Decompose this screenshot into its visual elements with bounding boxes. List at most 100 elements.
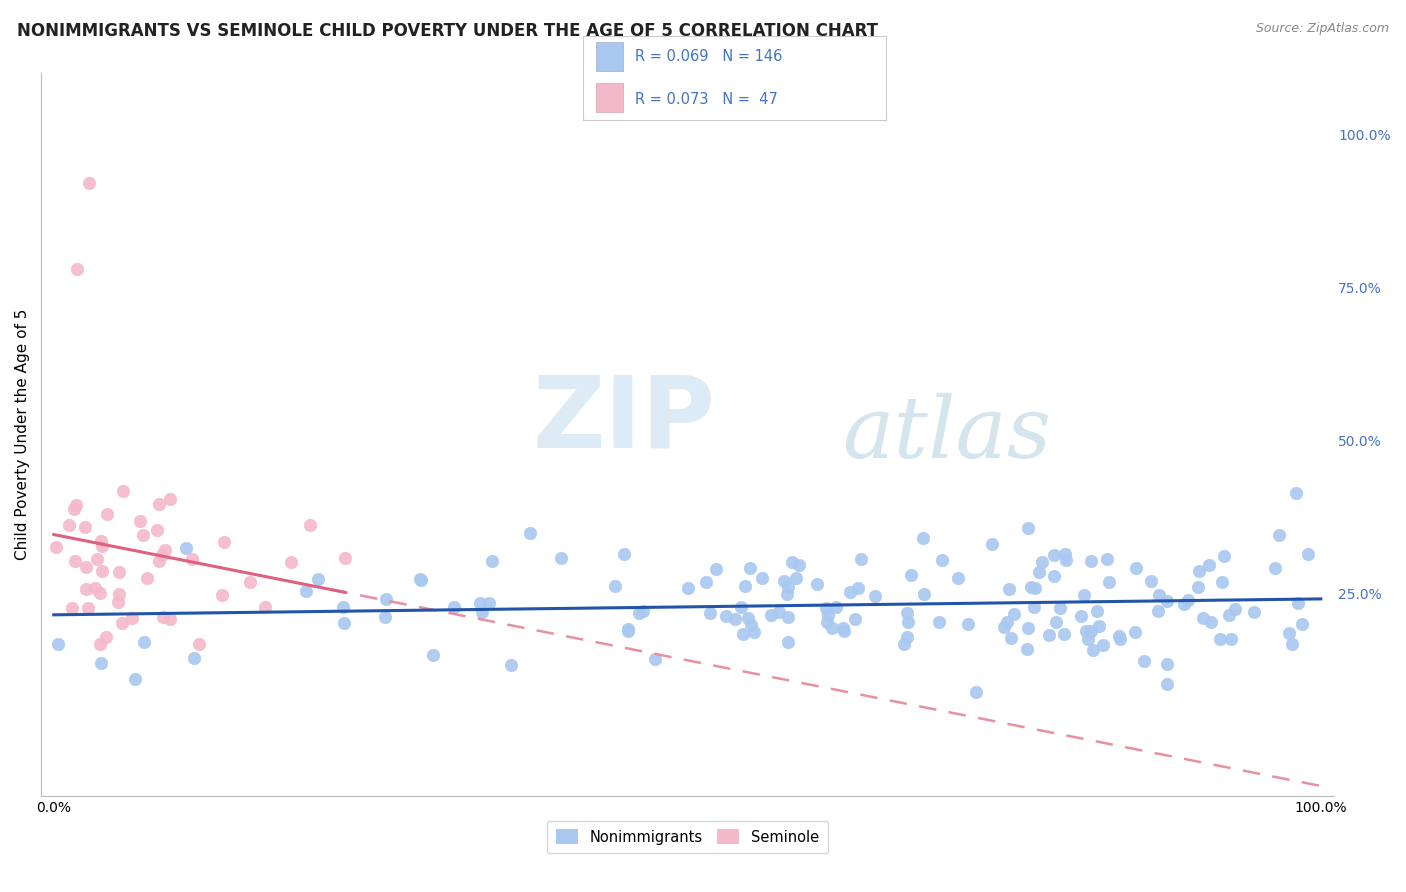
- Point: [751, 571, 773, 585]
- Point: [616, 624, 638, 638]
- Legend: Nonimmigrants, Seminole: Nonimmigrants, Seminole: [547, 821, 828, 854]
- Point: [89, 586, 111, 600]
- Point: [1042, 548, 1064, 562]
- Point: [613, 547, 636, 561]
- Point: [280, 554, 302, 568]
- Point: [1191, 611, 1213, 625]
- Point: [58, 517, 80, 532]
- Point: [931, 553, 953, 567]
- Point: [1108, 632, 1130, 646]
- Point: [1156, 677, 1178, 691]
- Point: [409, 572, 432, 586]
- Point: [111, 615, 134, 630]
- Point: [501, 657, 523, 672]
- Point: [96, 508, 118, 522]
- Point: [1000, 632, 1022, 646]
- Point: [1284, 485, 1306, 500]
- Point: [1220, 632, 1243, 646]
- Point: [981, 536, 1004, 550]
- Point: [946, 571, 969, 585]
- Point: [86, 552, 108, 566]
- Point: [1081, 643, 1104, 657]
- Point: [699, 606, 721, 620]
- Point: [896, 606, 918, 620]
- Point: [211, 588, 233, 602]
- Point: [46, 637, 69, 651]
- Point: [159, 491, 181, 506]
- Point: [695, 575, 717, 590]
- Point: [90, 657, 112, 671]
- Point: [65, 498, 87, 512]
- Point: [787, 558, 810, 572]
- Point: [846, 581, 869, 595]
- Point: [332, 600, 354, 615]
- Point: [89, 637, 111, 651]
- Point: [76, 601, 98, 615]
- Point: [821, 621, 844, 635]
- Point: [1213, 549, 1236, 563]
- Point: [136, 571, 159, 585]
- Text: R = 0.069   N = 146: R = 0.069 N = 146: [636, 49, 782, 64]
- Point: [740, 617, 762, 632]
- Point: [307, 572, 329, 586]
- Point: [1024, 582, 1046, 596]
- Point: [1188, 564, 1211, 578]
- Point: [1097, 575, 1119, 590]
- Point: [704, 562, 727, 576]
- Point: [730, 599, 752, 614]
- Point: [443, 599, 465, 614]
- Point: [644, 652, 666, 666]
- Point: [174, 541, 197, 555]
- Point: [815, 615, 838, 629]
- Point: [839, 585, 862, 599]
- Point: [1017, 521, 1039, 535]
- Point: [1291, 617, 1313, 632]
- Point: [1156, 657, 1178, 672]
- Point: [108, 566, 131, 580]
- Point: [1225, 602, 1247, 616]
- Point: [107, 587, 129, 601]
- Point: [863, 590, 886, 604]
- Point: [768, 605, 790, 619]
- Text: atlas: atlas: [842, 393, 1052, 475]
- Point: [617, 622, 640, 636]
- Point: [332, 616, 354, 631]
- Point: [911, 531, 934, 545]
- Point: [150, 548, 173, 562]
- Point: [1218, 607, 1240, 622]
- Point: [776, 635, 799, 649]
- Point: [995, 615, 1018, 629]
- Point: [1296, 548, 1319, 562]
- Point: [1073, 589, 1095, 603]
- Point: [806, 577, 828, 591]
- Point: [519, 526, 541, 541]
- Point: [1156, 593, 1178, 607]
- Point: [817, 608, 839, 623]
- Point: [148, 498, 170, 512]
- Point: [91, 539, 114, 553]
- Point: [1042, 568, 1064, 582]
- Point: [900, 567, 922, 582]
- Point: [468, 596, 491, 610]
- Point: [772, 574, 794, 589]
- Point: [603, 579, 626, 593]
- Point: [1147, 604, 1170, 618]
- Point: [897, 615, 920, 630]
- Point: [481, 554, 503, 568]
- Point: [832, 620, 855, 634]
- Point: [896, 630, 918, 644]
- Point: [957, 617, 980, 632]
- Point: [1199, 615, 1222, 630]
- Point: [832, 624, 855, 638]
- Point: [1140, 574, 1163, 589]
- Point: [965, 685, 987, 699]
- Point: [60, 600, 83, 615]
- Point: [180, 552, 202, 566]
- Point: [1095, 552, 1118, 566]
- Point: [470, 605, 492, 619]
- Point: [1080, 554, 1102, 568]
- Point: [411, 573, 433, 587]
- Point: [63, 501, 86, 516]
- Point: [825, 600, 848, 615]
- Point: [1054, 553, 1077, 567]
